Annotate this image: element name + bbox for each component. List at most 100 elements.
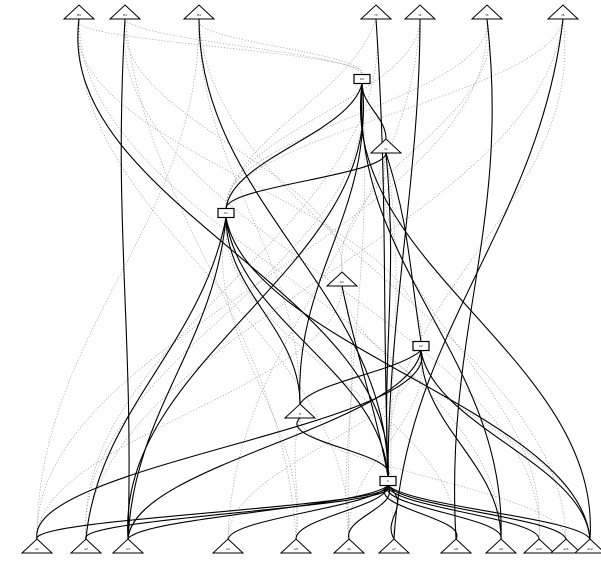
solid-edges-layer bbox=[36, 18, 591, 540]
edge-bRight-to-tLow bbox=[299, 350, 422, 405]
node-b10-label: a10 bbox=[536, 547, 542, 551]
node-b10[interactable]: a10 bbox=[522, 538, 556, 554]
node-b05[interactable]: a5 bbox=[279, 538, 313, 554]
node-b09-label: a9 bbox=[499, 547, 503, 551]
edge-bTop-to-b09 bbox=[360, 83, 502, 540]
node-b12[interactable]: a12 bbox=[573, 538, 601, 554]
node-tLow[interactable]: tl bbox=[283, 403, 317, 419]
edge-t3-to-b01 bbox=[36, 18, 200, 540]
edge-bLeft-to-b03 bbox=[127, 217, 227, 540]
edge-hub-to-b04 bbox=[227, 485, 389, 540]
edge-bRight-to-b01 bbox=[36, 350, 423, 540]
node-b11[interactable]: a11 bbox=[549, 538, 583, 554]
edge-bRight-to-b09 bbox=[420, 350, 502, 540]
edge-t7-to-hub bbox=[387, 18, 566, 477]
node-b09[interactable]: a9 bbox=[484, 538, 518, 554]
node-b06[interactable]: a6 bbox=[332, 538, 366, 554]
edge-tA-to-bRight bbox=[385, 152, 422, 342]
node-tMid[interactable]: tm bbox=[325, 271, 359, 287]
node-b04[interactable]: a4 bbox=[211, 538, 245, 554]
edge-tMid-to-b06 bbox=[341, 285, 353, 540]
edge-bRight-to-b03 bbox=[127, 350, 422, 540]
edge-t7-to-b02 bbox=[85, 18, 564, 540]
edge-bRight-to-b12 bbox=[420, 350, 591, 540]
node-t4[interactable]: t3 bbox=[359, 4, 393, 20]
edge-bLeft-to-b12 bbox=[225, 217, 591, 540]
node-b07-label: a7 bbox=[392, 547, 396, 551]
node-b08-triangle bbox=[439, 538, 473, 554]
edge-t3-to-hub bbox=[198, 18, 389, 477]
node-b07[interactable]: a7 bbox=[377, 538, 411, 554]
node-hub[interactable]: h bbox=[379, 475, 397, 487]
edge-tMid-to-b12 bbox=[341, 285, 591, 540]
edge-tA-to-bLeft bbox=[225, 152, 387, 209]
node-bRight[interactable]: b2 bbox=[412, 340, 430, 352]
edge-hub-to-b09 bbox=[386, 485, 502, 540]
nodes-layer: tt0 tt1 tt2 t3 t4 t5 t6 b0 ta b1 tm b2 tl h a1 a2 a3 a4 a5… bbox=[20, 4, 601, 554]
node-t6[interactable]: t5 bbox=[470, 4, 504, 20]
node-t2-triangle bbox=[108, 4, 142, 20]
node-bRight-label: b2 bbox=[419, 344, 423, 348]
edge-hub-to-b06 bbox=[348, 485, 391, 540]
edge-tA-to-hub bbox=[385, 152, 392, 477]
node-b02-triangle bbox=[69, 538, 103, 554]
node-t7-label: t6 bbox=[561, 13, 564, 17]
node-b02-label: a2 bbox=[84, 547, 88, 551]
edge-t1-to-b09 bbox=[78, 18, 502, 540]
node-bLeft[interactable]: b1 bbox=[217, 207, 235, 219]
node-b01[interactable]: a1 bbox=[20, 538, 54, 554]
edge-hub-to-b02 bbox=[85, 485, 390, 540]
node-bRight-box bbox=[412, 340, 430, 352]
node-bTop-box bbox=[353, 73, 371, 85]
node-bLeft-label: b1 bbox=[224, 211, 228, 215]
edge-bTop-to-b12 bbox=[359, 83, 591, 540]
edge-tA-to-b10 bbox=[383, 152, 540, 540]
node-b03-label: a3 bbox=[126, 547, 130, 551]
node-t5[interactable]: t4 bbox=[403, 4, 437, 20]
edge-hub-to-b01 bbox=[36, 485, 389, 540]
node-tLow-triangle bbox=[283, 403, 317, 419]
node-b02[interactable]: a2 bbox=[69, 538, 103, 554]
node-t1-label: tt0 bbox=[77, 13, 81, 17]
node-b08[interactable]: a8 bbox=[439, 538, 473, 554]
edge-tLow-to-b11 bbox=[299, 417, 567, 540]
node-bTop-label: b0 bbox=[360, 77, 364, 81]
edge-bLeft-to-b08 bbox=[225, 217, 457, 540]
node-b07-triangle bbox=[377, 538, 411, 554]
edge-bTop-to-b06 bbox=[347, 83, 366, 540]
node-t1-triangle bbox=[62, 4, 96, 20]
node-t5-label: t4 bbox=[418, 13, 421, 17]
edge-t4-to-b02 bbox=[85, 18, 378, 540]
edge-t5-to-b04 bbox=[227, 18, 421, 540]
edge-t2-to-b05 bbox=[124, 18, 297, 540]
node-t1[interactable]: tt0 bbox=[62, 4, 96, 20]
edge-tLow-to-b05 bbox=[294, 417, 301, 540]
node-b01-triangle bbox=[20, 538, 54, 554]
node-b11-label: a11 bbox=[563, 547, 569, 551]
node-t3-triangle bbox=[182, 4, 216, 20]
edge-bLeft-to-b05 bbox=[222, 217, 298, 540]
node-t4-label: t3 bbox=[374, 13, 377, 17]
node-b09-triangle bbox=[484, 538, 518, 554]
edge-t2-to-b03 bbox=[120, 18, 130, 540]
node-tMid-label: tm bbox=[340, 280, 344, 284]
edge-bTop-to-bLeft bbox=[225, 83, 363, 209]
node-b01-label: a1 bbox=[35, 547, 39, 551]
edge-hub-to-b11 bbox=[387, 485, 567, 540]
edge-t6-to-bLeft bbox=[225, 18, 488, 209]
edge-t1-to-bTop bbox=[77, 18, 363, 75]
node-bLeft-box bbox=[217, 207, 235, 219]
node-b03[interactable]: a3 bbox=[111, 538, 145, 554]
node-b06-triangle bbox=[332, 538, 366, 554]
node-tA[interactable]: ta bbox=[369, 138, 403, 154]
node-t3[interactable]: tt2 bbox=[182, 4, 216, 20]
dotted-edges-layer bbox=[36, 18, 591, 540]
node-t7[interactable]: t6 bbox=[546, 4, 580, 20]
node-b04-triangle bbox=[211, 538, 245, 554]
node-b12-triangle bbox=[573, 538, 601, 554]
node-t2[interactable]: tt1 bbox=[108, 4, 142, 20]
node-b05-label: a5 bbox=[294, 547, 298, 551]
edge-bLeft-to-hub bbox=[225, 217, 389, 477]
node-bTop[interactable]: b0 bbox=[353, 73, 371, 85]
